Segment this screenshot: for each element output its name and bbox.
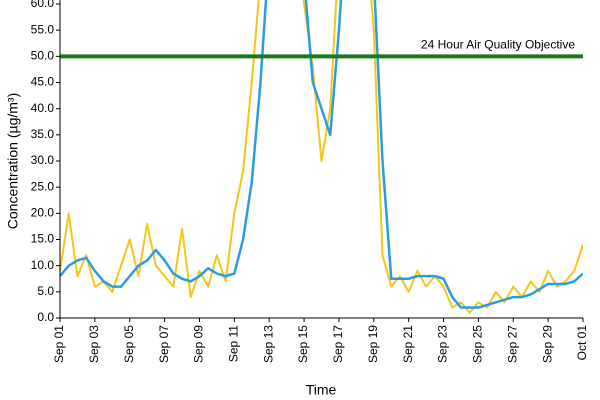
y-tick-label: 5.0 [37, 284, 54, 298]
x-tick-label: Sep 11 [227, 325, 241, 362]
y-tick-label: 20.0 [31, 206, 55, 220]
x-axis-label: Time [306, 382, 337, 398]
x-tick-label: Sep 01 [52, 325, 66, 363]
x-tick-label: Sep 15 [296, 325, 310, 363]
y-tick-label: 60.0 [31, 0, 55, 10]
x-tick-label: Sep 07 [157, 325, 171, 363]
x-tick-label: Sep 09 [192, 325, 206, 363]
x-tick-label: Sep 05 [122, 325, 136, 363]
x-tick-label: Sep 27 [505, 325, 519, 363]
x-tick-label: Sep 25 [471, 325, 485, 363]
x-tick-label: Sep 19 [366, 325, 380, 363]
series-line [60, 0, 583, 314]
x-tick-label: Sep 13 [261, 325, 275, 363]
y-axis-label: Concentration (µg/m³) [5, 93, 21, 229]
x-tick-label: Sep 21 [401, 325, 415, 363]
x-tick-label: Sep 17 [331, 325, 345, 363]
y-tick-label: 35.0 [31, 127, 55, 141]
x-tick-label: Sep 23 [436, 325, 450, 363]
y-tick-label: 10.0 [31, 258, 55, 272]
y-tick-label: 0.0 [37, 310, 54, 324]
y-tick-label: 45.0 [31, 75, 55, 89]
y-tick-label: 15.0 [31, 232, 55, 246]
y-tick-label: 40.0 [31, 101, 55, 115]
x-tick-label: Sep 03 [87, 325, 101, 363]
y-tick-label: 30.0 [31, 153, 55, 167]
plot-area [60, 0, 583, 314]
series-line [60, 0, 583, 309]
reference-label: 24 Hour Air Quality Objective [421, 38, 575, 52]
x-tick-label: Sep 29 [540, 325, 554, 363]
x-tick-label: Oct 01 [575, 325, 589, 361]
y-tick-label: 25.0 [31, 179, 55, 193]
y-tick-label: 50.0 [31, 49, 55, 63]
y-tick-label: 55.0 [31, 22, 55, 36]
